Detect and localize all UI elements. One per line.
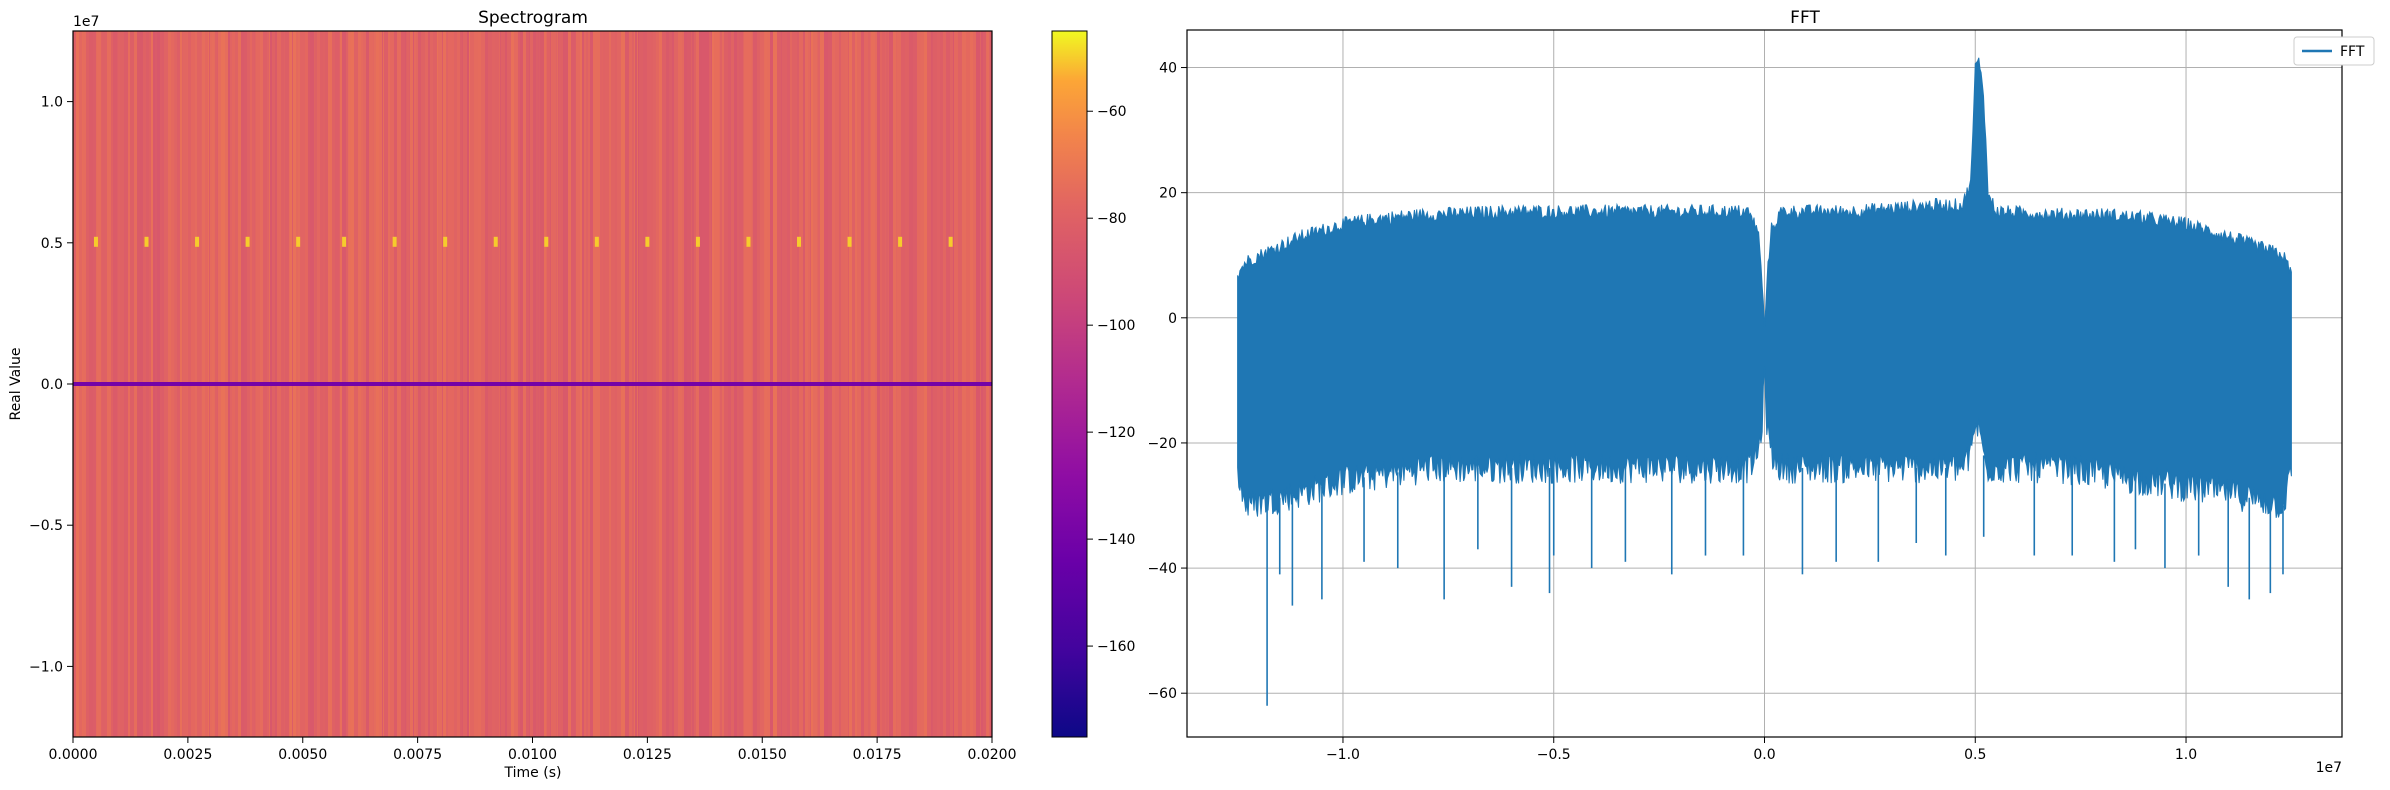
spectrogram-bright-spot [645, 236, 650, 247]
spectrogram-bright-spot [594, 236, 599, 247]
spectrogram-bright-spot [948, 236, 953, 247]
spectrogram-y-offset: 1e7 [73, 14, 99, 30]
fft-chart: FFT −60 −40 −20 0 20 40 −1.0 −0.5 0.0 0.5 1.0 1e7… [1147, 8, 2375, 776]
fft-legend-box [2293, 36, 2375, 66]
spectrogram-dc-line [73, 382, 992, 386]
colorbar-tick-label: −80 [1097, 211, 1127, 227]
spectrogram-x-tick-label: 0.0025 [163, 747, 212, 763]
fft-y-tick-label: 0 [1168, 311, 1177, 327]
spectrogram-bright-spot [797, 236, 802, 247]
spectrogram-x-ticks: 0.0000 0.0025 0.0050 0.0075 0.0100 0.0125 0.01… [49, 737, 1017, 763]
fft-y-tick-label: 40 [1159, 61, 1177, 77]
fft-x-tick-label: 0.0 [1753, 747, 1775, 763]
fft-series-fft-spikes [1266, 455, 2284, 706]
colorbar-ticks: −60 −80 −100 −120 −140 −160 [1087, 104, 1135, 655]
fft-y-ticks: −60 −40 −20 0 20 40 [1147, 61, 1187, 702]
spectrogram-x-tick-label: 0.0150 [738, 747, 787, 763]
spectrogram-chart: Spectrogram −1.0−0.50.00.51.0 0.0000 0.00… [8, 8, 1017, 781]
colorbar-tick-label: −120 [1097, 425, 1135, 441]
spectrogram-plot-area [72, 30, 993, 738]
spectrogram-bright-spot [746, 236, 751, 247]
spectrogram-x-tick-label: 0.0075 [393, 747, 442, 763]
spectrogram-bright-spot [493, 236, 498, 247]
colorbar: −60 −80 −100 −120 −140 −160 [1051, 30, 1135, 738]
spectrogram-bright-spot [544, 236, 549, 247]
colorbar-tick-label: −140 [1097, 532, 1135, 548]
fft-legend: FFT [2293, 36, 2375, 66]
spectrogram-bright-spot [342, 236, 347, 247]
fft-y-tick-label: −20 [1147, 436, 1177, 452]
fft-legend-label: FFT [2340, 44, 2365, 60]
spectrogram-y-ticks: −1.0 −0.5 0.0 0.5 1.0 [29, 95, 73, 675]
spectrogram-y-tick-label: 0.0 [41, 377, 63, 393]
colorbar-gradient [1051, 30, 1088, 738]
spectrogram-bright-spot [93, 236, 98, 247]
spectrogram-x-tick-label: 0.0050 [278, 747, 327, 763]
colorbar-tick-label: −60 [1097, 104, 1127, 120]
fft-y-tick-label: −60 [1147, 686, 1177, 702]
spectrogram-x-label: Time (s) [504, 765, 562, 781]
spectrogram-bright-spot [898, 236, 903, 247]
spectrogram-x-tick-label: 0.0200 [968, 747, 1017, 763]
fft-y-tick-label: 20 [1159, 186, 1177, 202]
spectrogram-x-tick-label: 0.0000 [49, 747, 98, 763]
fft-x-ticks: −1.0 −0.5 0.0 0.5 1.0 [1326, 737, 2197, 763]
fft-series-fft-envelope [1237, 57, 2292, 518]
fft-title: FFT [1790, 8, 1820, 28]
spectrogram-x-tick-label: 0.0175 [853, 747, 902, 763]
spectrogram-y-label: Real Value [8, 347, 24, 420]
spectrogram-y-tick-label: −1.0 [29, 659, 63, 675]
spectrogram-y-tick-label: 0.5 [41, 236, 63, 252]
spectrogram-bright-spot [195, 236, 200, 247]
spectrogram-bright-spot [443, 236, 448, 247]
fft-x-offset: 1e7 [2316, 760, 2342, 776]
spectrogram-bright-spot [144, 236, 149, 247]
fft-x-tick-label: 1.0 [2175, 747, 2197, 763]
colorbar-tick-label: −160 [1097, 639, 1135, 655]
spectrogram-features [73, 236, 992, 386]
fft-x-tick-label: 0.5 [1964, 747, 1986, 763]
spectrogram-y-tick-label: 1.0 [41, 95, 63, 111]
spectrogram-x-tick-label: 0.0100 [508, 747, 557, 763]
spectrogram-bright-spot [245, 236, 250, 247]
spectrogram-bright-spot [695, 236, 700, 247]
spectrogram-y-tick-label: −0.5 [29, 518, 63, 534]
spectrogram-bright-spot [847, 236, 852, 247]
fft-x-tick-label: −0.5 [1537, 747, 1571, 763]
spectrogram-x-tick-label: 0.0125 [623, 747, 672, 763]
spectrogram-bright-spot [296, 236, 301, 247]
colorbar-tick-label: −100 [1097, 318, 1135, 334]
fft-x-tick-label: −1.0 [1326, 747, 1360, 763]
spectrogram-title: Spectrogram [478, 8, 588, 28]
spectrogram-bright-spot [392, 236, 397, 247]
fft-y-tick-label: −40 [1147, 561, 1177, 577]
